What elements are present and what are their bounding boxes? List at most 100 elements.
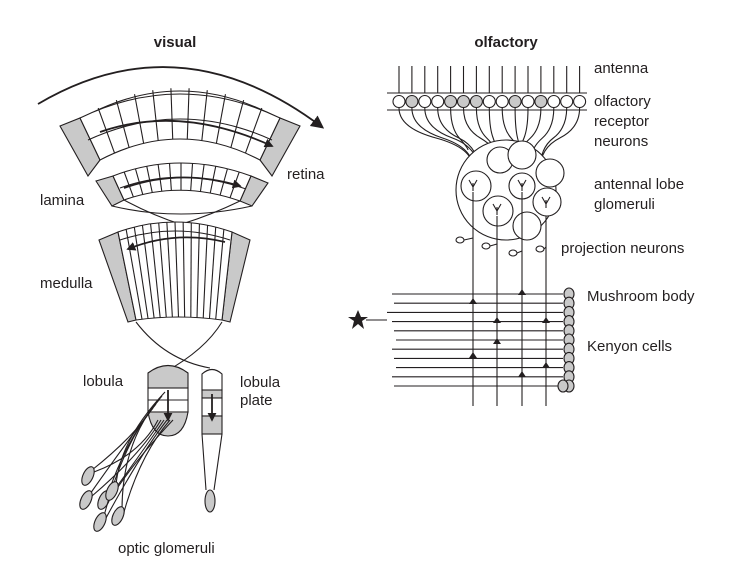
receptor-neuron [508, 94, 522, 109]
optic-glomerulus [111, 506, 125, 526]
label-lobula-plate-line2: plate [240, 392, 273, 409]
glomerulus [512, 211, 542, 241]
optic-projection [117, 419, 174, 488]
receptor-neuron [495, 94, 509, 109]
column-line [208, 227, 217, 319]
column-line [123, 171, 134, 198]
synapse-icon [518, 371, 526, 377]
label-kenyon-cells: Kenyon cells [587, 338, 672, 355]
medulla-arrow-icon [126, 236, 226, 251]
projection-neuron-soma [455, 236, 465, 244]
lamina [95, 162, 269, 207]
dendrite-tuft [468, 179, 478, 191]
antenna-lines [398, 66, 581, 93]
glomeruli [460, 140, 565, 241]
label-lamina: lamina [40, 192, 85, 209]
projection-neuron-soma [508, 249, 518, 257]
projection-neuron-soma [481, 242, 491, 250]
column-line [244, 107, 263, 154]
receptor-neuron [547, 94, 561, 109]
mushroom-body [387, 287, 575, 393]
visual-title: visual [154, 34, 197, 51]
medulla [98, 221, 251, 323]
lamina-arrow-icon [123, 176, 242, 189]
optic-projection [123, 419, 171, 513]
glomerulus [507, 140, 537, 170]
optic-glomeruli [79, 391, 174, 532]
column-line [134, 94, 145, 144]
column-line [134, 168, 144, 195]
label-orn-line2: receptor [594, 113, 649, 130]
synapse-icon [469, 352, 477, 358]
label-mushroom-body: Mushroom body [587, 288, 695, 305]
optic-projection [91, 419, 162, 497]
receptor-neuron [534, 94, 548, 109]
column-line [115, 100, 130, 148]
receptor-neuron [418, 94, 432, 109]
retina-arrow-icon [99, 119, 274, 148]
retina [59, 88, 301, 178]
label-lobula-plate-line1: lobula [240, 374, 281, 391]
projection-neuron-soma [535, 245, 545, 253]
optic-glomerulus [105, 481, 119, 501]
synapse-icon [493, 338, 501, 344]
column-line [133, 227, 149, 319]
label-lobula: lobula [83, 373, 124, 390]
optic-projection [121, 395, 163, 511]
glomerulus [460, 170, 492, 202]
column-line [141, 225, 155, 319]
column-line [152, 90, 159, 141]
column-line [215, 229, 225, 320]
glomerulus [535, 158, 565, 188]
label-antennal-lobe-line2: glomeruli [594, 196, 655, 213]
dendrite-tuft [541, 196, 551, 208]
receptor-neuron [392, 94, 406, 109]
star-icon [348, 310, 368, 329]
retina-facets [97, 88, 263, 154]
antennal-lobe [455, 139, 565, 241]
dendrite-tuft [492, 203, 502, 215]
optic-projection [105, 419, 168, 519]
column-line [170, 88, 174, 140]
outer-chiasm [111, 205, 253, 215]
receptor-neuron [573, 94, 587, 109]
synapse-icon [493, 317, 501, 323]
column-line [146, 166, 153, 193]
receptor-axon [411, 107, 474, 169]
receptor-neuron [405, 94, 419, 109]
column-line [215, 94, 226, 144]
column-line [157, 164, 163, 192]
column-line [158, 222, 167, 318]
dendrite-tuft [517, 179, 527, 191]
receptor-neuron [469, 94, 483, 109]
receptor-neuron [521, 94, 535, 109]
label-antennal-lobe-line1: antennal lobe [594, 176, 684, 193]
olfactory-receptor-neurons [392, 94, 587, 109]
optic-projection [93, 419, 159, 473]
label-optic-glomeruli: optic glomeruli [118, 540, 215, 557]
kenyon-cell [557, 379, 569, 393]
olfactory-title: olfactory [474, 34, 538, 51]
lobula [147, 364, 189, 437]
lobula-plate [201, 368, 223, 513]
optic-glomerulus [81, 466, 95, 486]
column-line [230, 100, 245, 148]
synapse-icon [518, 289, 526, 295]
column-line [201, 90, 208, 141]
optic-projection [115, 391, 166, 486]
receptor-axon [398, 107, 474, 169]
receptor-axon [450, 107, 469, 151]
label-orn-line3: neurons [594, 133, 648, 150]
label-projection-neurons: projection neurons [561, 240, 684, 257]
label-medulla: medulla [40, 275, 93, 292]
synapse-icon [542, 317, 550, 323]
label-antenna: antenna [594, 60, 649, 77]
column-line [196, 223, 200, 318]
receptor-neuron [482, 94, 496, 109]
column-line [186, 88, 190, 140]
optic-glomerulus [93, 512, 107, 532]
column-line [202, 225, 209, 319]
label-orn-line1: olfactory [594, 93, 651, 110]
synapse-icon [469, 298, 477, 304]
receptor-neuron [456, 94, 471, 109]
